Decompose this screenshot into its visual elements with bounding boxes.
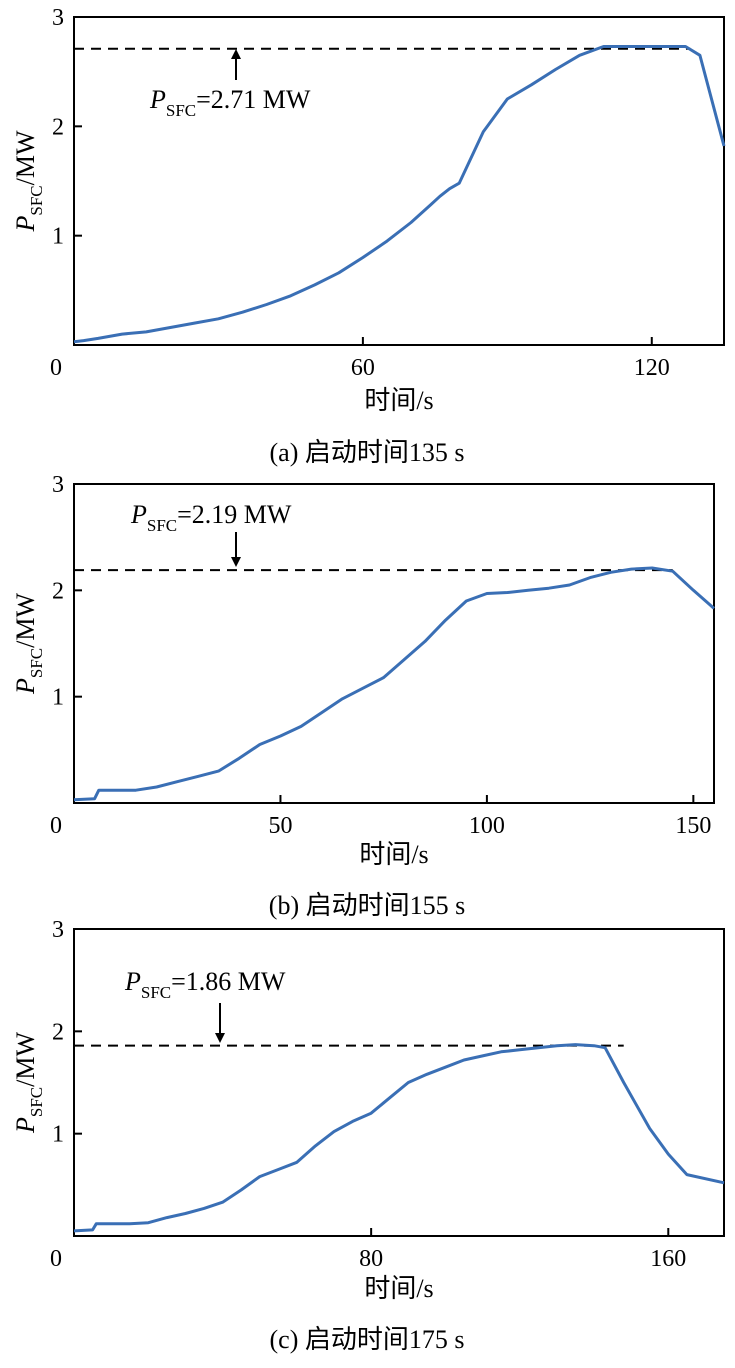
- y-tick-label: 2: [52, 578, 64, 604]
- x-tick-label: 100: [469, 813, 505, 839]
- y-axis-unit: /MW: [11, 1032, 40, 1087]
- annotation-subscript: SFC: [147, 516, 177, 535]
- panel-caption: (b) 启动时间155 s: [269, 891, 465, 920]
- y-axis-subscript: SFC: [27, 185, 46, 215]
- y-axis-label: PSFC/MW: [11, 1032, 46, 1134]
- series-line: [73, 45, 726, 344]
- annotation-subscript: SFC: [166, 101, 196, 120]
- x-tick-label: 0: [50, 355, 62, 381]
- plot-frame: [73, 928, 725, 1237]
- x-axis-label: 时间/s: [364, 1274, 433, 1303]
- y-axis-symbol: P: [11, 678, 40, 695]
- plot-frame: [73, 483, 715, 804]
- x-axis-label: 时间/s: [364, 386, 433, 415]
- x-axis-label: 时间/s: [359, 840, 428, 869]
- panel-caption: (a) 启动时间135 s: [270, 438, 465, 467]
- annotation-subscript: SFC: [141, 983, 171, 1002]
- panel-caption: (c) 启动时间175 s: [270, 1325, 465, 1354]
- y-axis-unit: /MW: [11, 130, 40, 185]
- annotation-value: =1.86 MW: [171, 967, 286, 996]
- y-tick-label: 3: [52, 5, 64, 31]
- y-axis-symbol: P: [11, 216, 40, 233]
- series-line: [73, 1043, 725, 1233]
- y-axis-subscript: SFC: [27, 1087, 46, 1117]
- y-tick-label: 3: [52, 917, 64, 943]
- x-tick-label: 120: [634, 355, 670, 381]
- y-tick-label: 1: [52, 224, 64, 250]
- annotation-value: =2.19 MW: [177, 500, 292, 529]
- y-tick-label: 2: [52, 1019, 64, 1045]
- y-axis-label: PSFC/MW: [11, 130, 46, 232]
- x-tick-label: 0: [50, 813, 62, 839]
- series-line: [73, 566, 715, 802]
- y-tick-label: 3: [52, 472, 64, 498]
- y-tick-label: 1: [52, 685, 64, 711]
- annotation-value: =2.71 MW: [196, 85, 311, 114]
- y-axis-label: PSFC/MW: [11, 593, 46, 695]
- annotation-label: PSFC=1.86 MW: [124, 967, 286, 1002]
- x-tick-label: 160: [650, 1246, 686, 1272]
- x-tick-label: 0: [50, 1246, 62, 1272]
- x-tick-label: 80: [359, 1246, 383, 1272]
- y-axis-symbol: P: [11, 1117, 40, 1134]
- annotation-symbol: P: [124, 967, 141, 996]
- plot-frame: [73, 16, 725, 346]
- y-axis-subscript: SFC: [27, 648, 46, 678]
- x-tick-label: 60: [351, 355, 375, 381]
- annotation-label: PSFC=2.19 MW: [130, 500, 292, 535]
- x-tick-label: 50: [268, 813, 292, 839]
- annotation-symbol: P: [130, 500, 147, 529]
- x-tick-label: 150: [675, 813, 711, 839]
- annotation-symbol: P: [149, 85, 166, 114]
- y-tick-label: 1: [52, 1122, 64, 1148]
- y-tick-label: 2: [52, 114, 64, 140]
- y-axis-unit: /MW: [11, 593, 40, 648]
- annotation-label: PSFC=2.71 MW: [149, 85, 311, 120]
